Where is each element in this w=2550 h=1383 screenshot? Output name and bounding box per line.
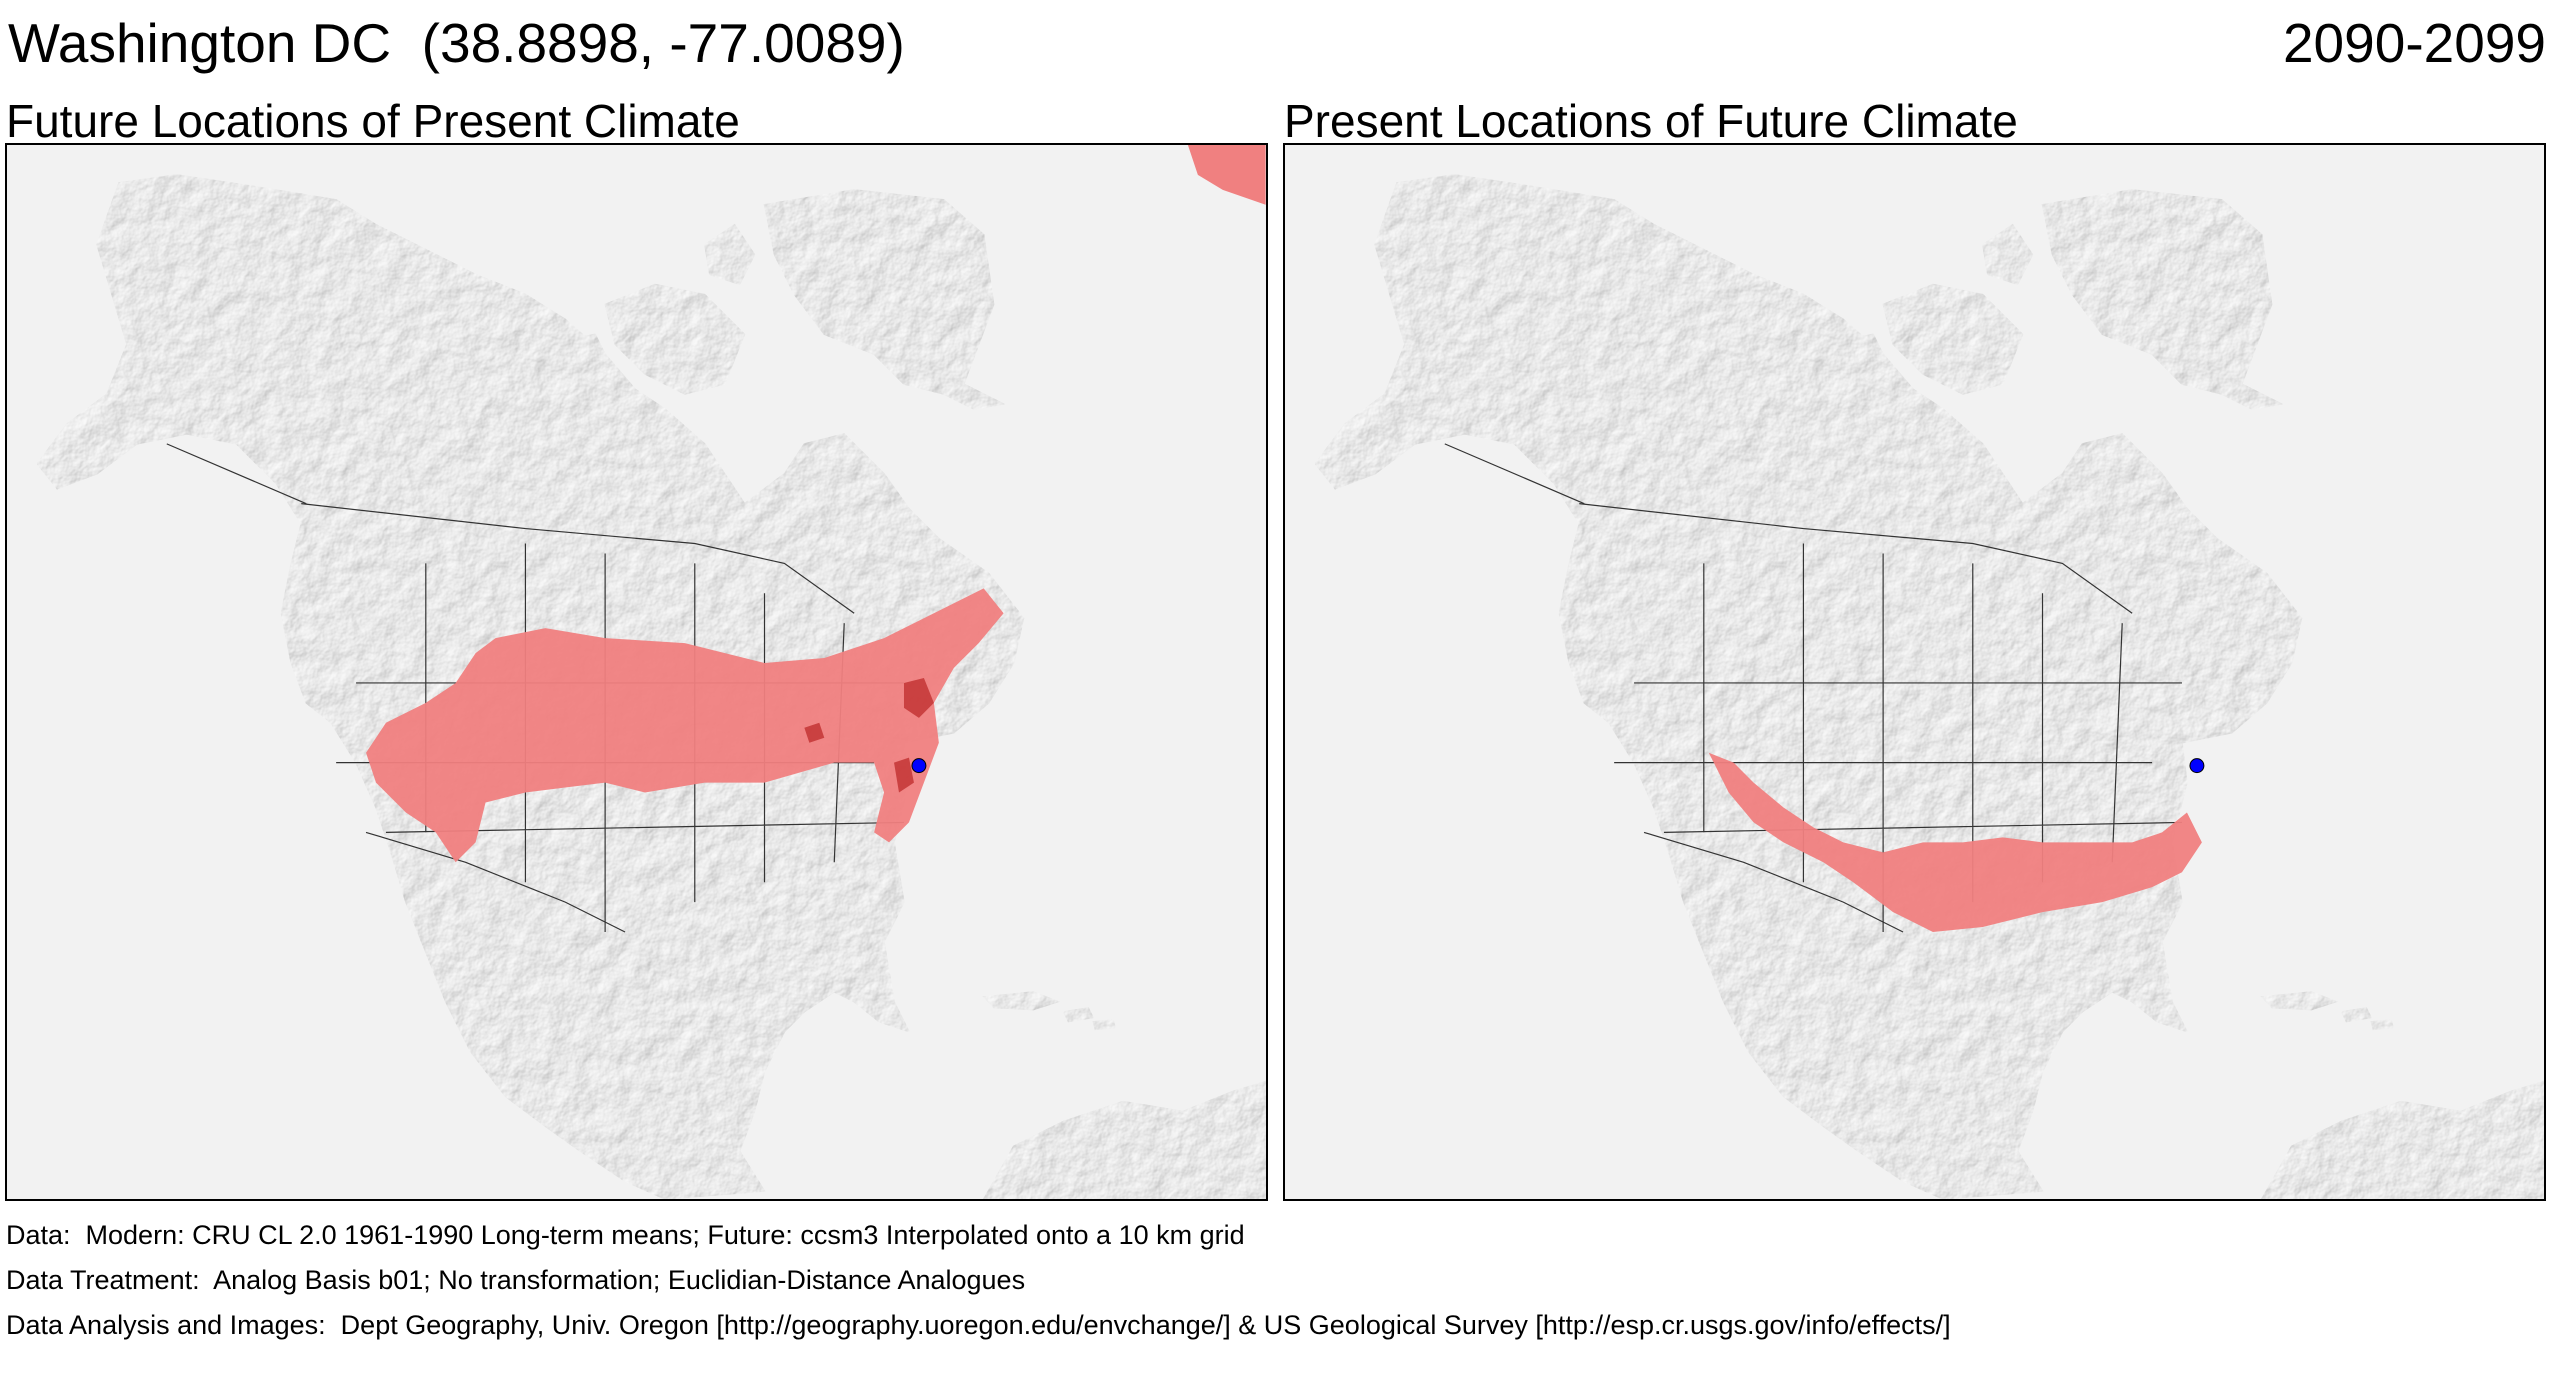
us-mexico-border [1643, 831, 1904, 933]
left-panel-title: Future Locations of Present Climate [6, 95, 740, 147]
right-boundaries [1444, 443, 2182, 933]
caribbean-islands [2260, 991, 2394, 1031]
right-panel-title: Present Locations of Future Climate [1284, 95, 2018, 147]
us-canada-border [1579, 503, 2133, 614]
caribbean-islands [982, 991, 1116, 1031]
greenland-landmass [763, 189, 1006, 410]
south-america-landmass [2260, 1080, 2544, 1199]
footer-data-source: Data: Modern: CRU CL 2.0 1961-1990 Long-… [6, 1220, 1245, 1250]
left-arctic-analog-fill [1187, 145, 1266, 205]
right-analog-fill [1708, 752, 2202, 933]
left-analog-dark-patches [804, 677, 934, 793]
left-map [36, 145, 1266, 1199]
right-map-panel [1283, 143, 2546, 1201]
north-america-landmass [1314, 174, 2303, 1199]
right-analog-region [1708, 752, 2202, 933]
left-analog-region [366, 588, 1004, 863]
south-america-landmass [982, 1080, 1266, 1199]
arctic-islands [544, 223, 756, 395]
left-ne-analog [1187, 145, 1266, 205]
left-analog-fill [366, 588, 1004, 863]
greenland-landmass [2041, 189, 2284, 410]
canada-north-border [1444, 443, 1585, 505]
state-lines [1614, 543, 2182, 933]
us-canada-border [301, 503, 855, 614]
us-mexico-border [365, 831, 626, 933]
right-location-marker [2189, 758, 2205, 774]
left-location-marker [911, 758, 927, 774]
location-title: Washington DC (38.8898, -77.0089) [8, 12, 905, 74]
right-land-layer [1314, 174, 2544, 1199]
left-map-panel [5, 143, 1268, 1201]
period-title: 2090-2099 [2282, 12, 2546, 74]
footer-data-analysis: Data Analysis and Images: Dept Geography… [6, 1310, 1951, 1340]
arctic-islands [1822, 223, 2034, 395]
canada-north-border [166, 443, 307, 505]
right-map [1314, 174, 2544, 1199]
footer-data-treatment: Data Treatment: Analog Basis b01; No tra… [6, 1265, 1026, 1295]
